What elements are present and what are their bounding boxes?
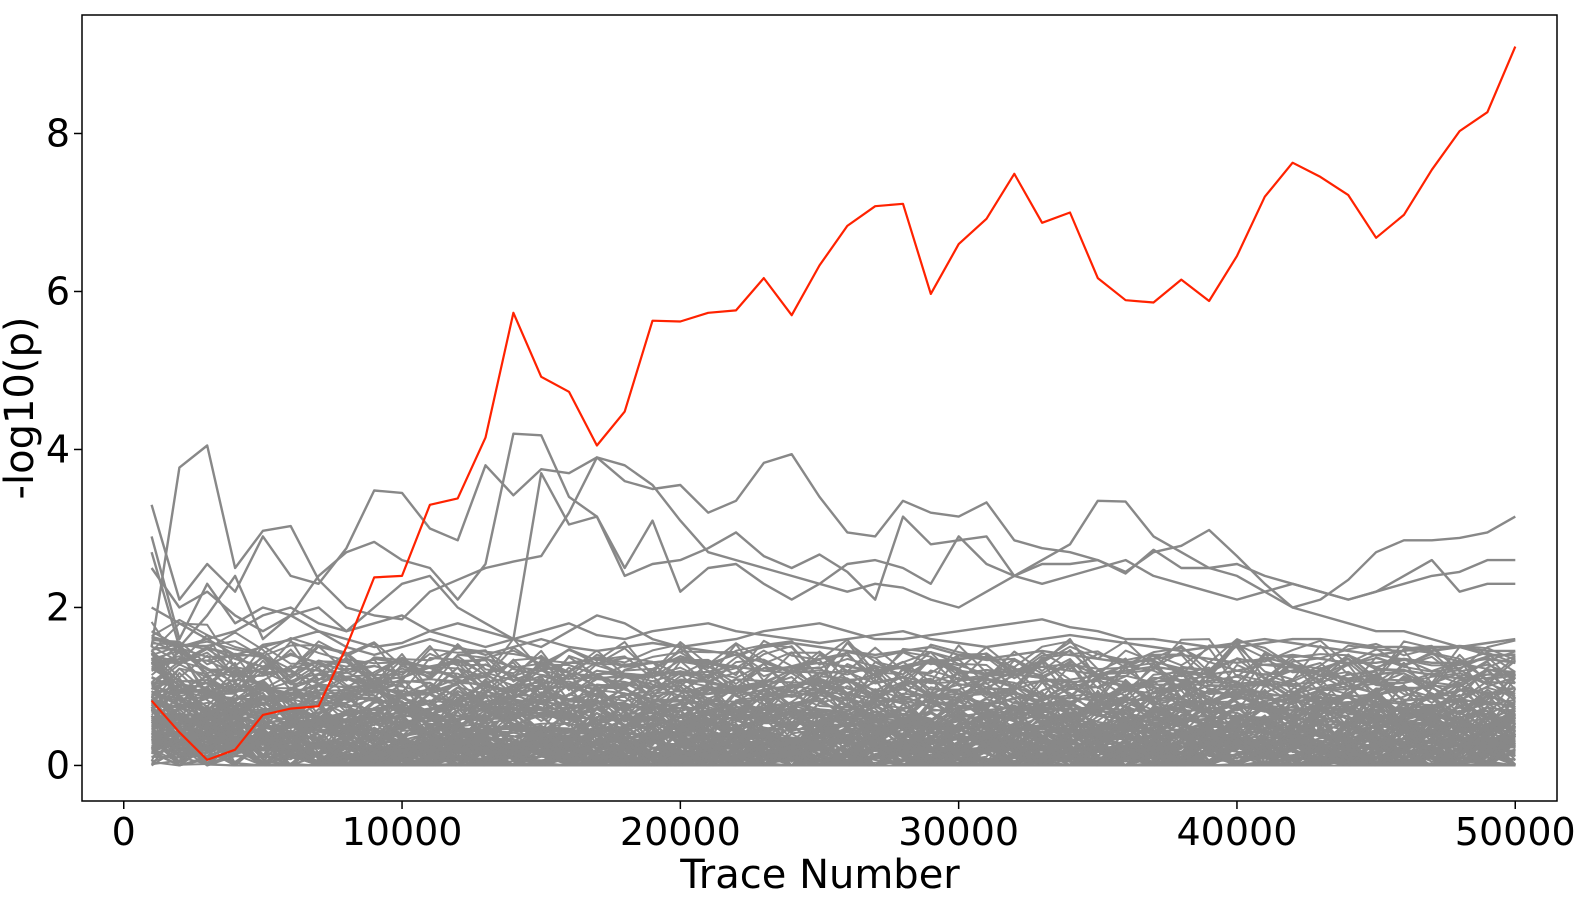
background-trace-line [151, 636, 1516, 692]
y-tick-label: 0 [46, 743, 70, 787]
background-trace-line [151, 732, 1516, 767]
x-tick-label: 20000 [620, 810, 741, 854]
y-tick-label: 2 [46, 585, 70, 629]
background-series-line [150, 472, 1516, 649]
background-trace-line [151, 712, 1516, 756]
background-trace-line [150, 681, 1517, 732]
y-tick-label: 6 [46, 269, 70, 313]
background-trace-line [151, 726, 1516, 767]
background-trace-line [150, 662, 1516, 729]
background-trace-line [151, 654, 1516, 707]
background-trace-line [151, 633, 1516, 688]
background-series-group [150, 432, 1517, 767]
background-series-line [151, 606, 1516, 657]
background-trace-line [150, 694, 1516, 752]
x-tick-label: 40000 [1177, 810, 1298, 854]
x-axis: 0 10000 20000 30000 40000 50000 [112, 801, 1576, 854]
highlight-series-line [150, 46, 1517, 762]
background-trace-line [151, 693, 1516, 745]
background-series-line [150, 432, 1516, 657]
background-trace-line [151, 733, 1516, 767]
background-series-line [151, 630, 1516, 664]
background-trace-line [151, 734, 1516, 767]
background-series-line [150, 567, 1516, 653]
background-series-line [150, 456, 1516, 609]
x-tick-label: 10000 [342, 810, 463, 854]
x-axis-label: Trace Number [679, 852, 960, 898]
y-tick-label: 4 [46, 427, 70, 471]
plot-frame [81, 14, 1558, 802]
x-tick-label: 50000 [1455, 810, 1576, 854]
background-trace-line [150, 622, 1516, 683]
y-axis-label: -log10(p) [0, 317, 43, 500]
background-trace-line [151, 635, 1516, 685]
y-tick-label: 8 [46, 111, 70, 155]
background-trace-line [151, 730, 1516, 767]
background-series-line [150, 444, 1516, 648]
highlight-series-group [150, 46, 1517, 762]
y-axis: 0 2 4 6 8 [46, 111, 82, 787]
x-tick-label: 30000 [898, 810, 1019, 854]
background-trace-line [151, 640, 1516, 684]
x-tick-label: 0 [112, 810, 136, 854]
background-series-line [151, 645, 1516, 680]
background-trace-line [150, 647, 1517, 715]
